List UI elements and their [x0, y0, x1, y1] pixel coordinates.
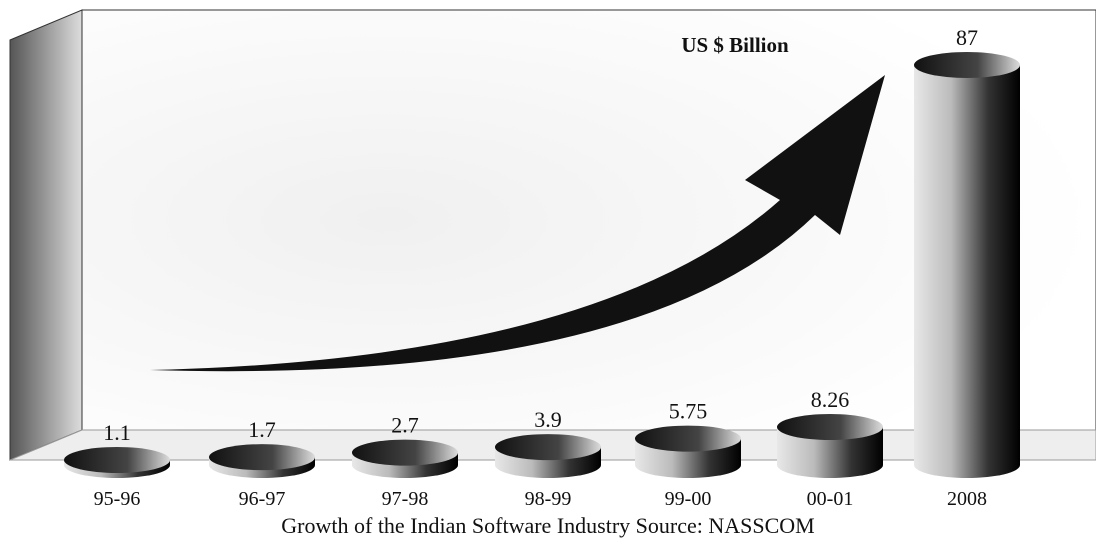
- x-tick-label: 96-97: [239, 488, 286, 510]
- bar-top: [352, 440, 458, 466]
- value-label: 5.75: [669, 399, 708, 424]
- page: {"chart_data": {"type": "bar", "unit_lab…: [0, 0, 1096, 549]
- x-tick-label: 00-01: [807, 488, 854, 510]
- x-tick-label: 97-98: [382, 488, 429, 510]
- value-label: 2.7: [391, 413, 419, 438]
- x-tick-label: 98-99: [525, 488, 572, 510]
- value-label: 8.26: [811, 387, 850, 412]
- bar-top: [209, 444, 315, 470]
- caption: Growth of the Indian Software Industry S…: [281, 513, 814, 538]
- chart: US $ Billion Growth of the Indian Softwa…: [0, 0, 1096, 549]
- value-label: 1.1: [103, 420, 131, 445]
- bar-top: [914, 52, 1020, 78]
- bar-top: [64, 447, 170, 473]
- value-label: 3.9: [534, 407, 562, 432]
- value-label: 87: [956, 25, 978, 50]
- x-tick-label: 95-96: [94, 488, 141, 510]
- x-tick-label: 99-00: [665, 488, 712, 510]
- bar: [914, 65, 1020, 478]
- x-tick-label: 2008: [947, 488, 987, 510]
- bar-top: [495, 434, 601, 460]
- bar-top: [635, 426, 741, 452]
- unit-label: US $ Billion: [681, 33, 789, 57]
- value-label: 1.7: [248, 417, 276, 442]
- bar-top: [777, 414, 883, 440]
